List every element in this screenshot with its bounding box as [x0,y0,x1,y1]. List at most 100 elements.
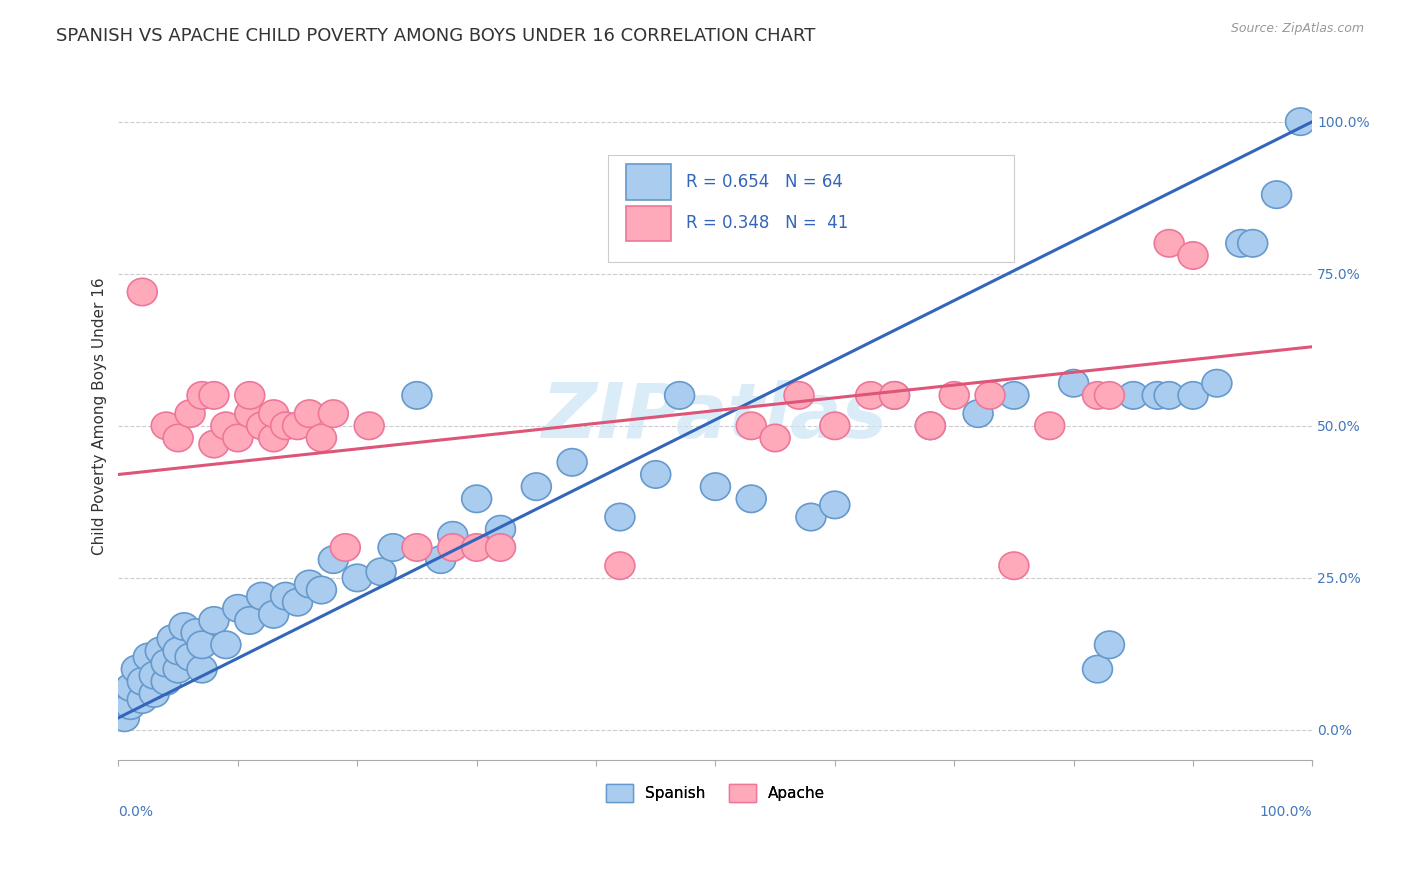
Ellipse shape [330,533,360,561]
Ellipse shape [283,412,312,440]
Ellipse shape [342,565,373,591]
Ellipse shape [1178,242,1208,269]
Text: 0.0%: 0.0% [118,805,153,819]
Ellipse shape [915,412,945,440]
Ellipse shape [163,425,193,451]
Ellipse shape [1285,108,1316,136]
Ellipse shape [1035,412,1064,440]
Ellipse shape [378,533,408,561]
Ellipse shape [110,704,139,731]
Ellipse shape [235,607,264,634]
Ellipse shape [152,649,181,677]
Ellipse shape [700,473,730,500]
Ellipse shape [1154,382,1184,409]
Ellipse shape [915,412,945,440]
Text: SPANISH VS APACHE CHILD POVERTY AMONG BOYS UNDER 16 CORRELATION CHART: SPANISH VS APACHE CHILD POVERTY AMONG BO… [56,27,815,45]
Ellipse shape [461,533,492,561]
Text: 100.0%: 100.0% [1260,805,1312,819]
Ellipse shape [796,503,825,531]
Ellipse shape [187,382,217,409]
Ellipse shape [354,412,384,440]
Ellipse shape [605,552,636,580]
Ellipse shape [402,533,432,561]
Ellipse shape [665,382,695,409]
Ellipse shape [1094,632,1125,658]
Ellipse shape [115,673,145,701]
Ellipse shape [139,662,169,689]
Ellipse shape [163,637,193,665]
Ellipse shape [200,607,229,634]
Ellipse shape [1000,382,1029,409]
Ellipse shape [224,595,253,622]
Ellipse shape [1178,382,1208,409]
Ellipse shape [880,382,910,409]
Text: Source: ZipAtlas.com: Source: ZipAtlas.com [1230,22,1364,36]
Ellipse shape [1000,552,1029,580]
Ellipse shape [366,558,396,585]
Ellipse shape [145,637,176,665]
Ellipse shape [152,667,181,695]
Ellipse shape [128,667,157,695]
Ellipse shape [187,632,217,658]
Ellipse shape [294,400,325,427]
Ellipse shape [820,491,849,518]
Ellipse shape [211,412,240,440]
Ellipse shape [485,516,516,543]
Ellipse shape [271,412,301,440]
Ellipse shape [1142,382,1173,409]
Ellipse shape [247,412,277,440]
Text: R = 0.654   N = 64: R = 0.654 N = 64 [686,172,842,191]
Ellipse shape [224,425,253,451]
Ellipse shape [176,643,205,671]
Ellipse shape [115,692,145,719]
Ellipse shape [1261,181,1292,209]
Ellipse shape [1083,656,1112,682]
Ellipse shape [1226,229,1256,257]
Ellipse shape [152,412,181,440]
Ellipse shape [307,425,336,451]
Ellipse shape [737,412,766,440]
Ellipse shape [318,400,349,427]
Ellipse shape [939,382,969,409]
Ellipse shape [1118,382,1149,409]
Ellipse shape [307,576,336,604]
Ellipse shape [139,680,169,707]
Ellipse shape [235,400,264,427]
Ellipse shape [318,546,349,574]
Ellipse shape [1059,369,1088,397]
Ellipse shape [856,382,886,409]
Ellipse shape [880,382,910,409]
Ellipse shape [235,382,264,409]
Ellipse shape [485,533,516,561]
Text: R = 0.348   N =  41: R = 0.348 N = 41 [686,214,848,232]
FancyBboxPatch shape [626,164,671,200]
Ellipse shape [557,449,588,476]
Legend: Spanish, Apache: Spanish, Apache [599,778,831,808]
Ellipse shape [1202,369,1232,397]
Y-axis label: Child Poverty Among Boys Under 16: Child Poverty Among Boys Under 16 [93,278,107,556]
Ellipse shape [1083,382,1112,409]
Ellipse shape [402,382,432,409]
Ellipse shape [522,473,551,500]
Ellipse shape [785,382,814,409]
Ellipse shape [259,400,288,427]
Ellipse shape [157,625,187,652]
Ellipse shape [271,582,301,610]
Ellipse shape [259,425,288,451]
Ellipse shape [181,619,211,647]
Ellipse shape [976,382,1005,409]
Ellipse shape [259,600,288,628]
Ellipse shape [761,425,790,451]
Ellipse shape [294,570,325,598]
Ellipse shape [169,613,200,640]
Text: ZIPatlas: ZIPatlas [543,380,889,454]
Ellipse shape [605,503,636,531]
Ellipse shape [187,656,217,682]
Ellipse shape [461,485,492,513]
Ellipse shape [211,632,240,658]
Ellipse shape [1094,382,1125,409]
FancyBboxPatch shape [607,155,1014,262]
FancyBboxPatch shape [626,206,671,242]
Ellipse shape [121,656,152,682]
Ellipse shape [134,643,163,671]
